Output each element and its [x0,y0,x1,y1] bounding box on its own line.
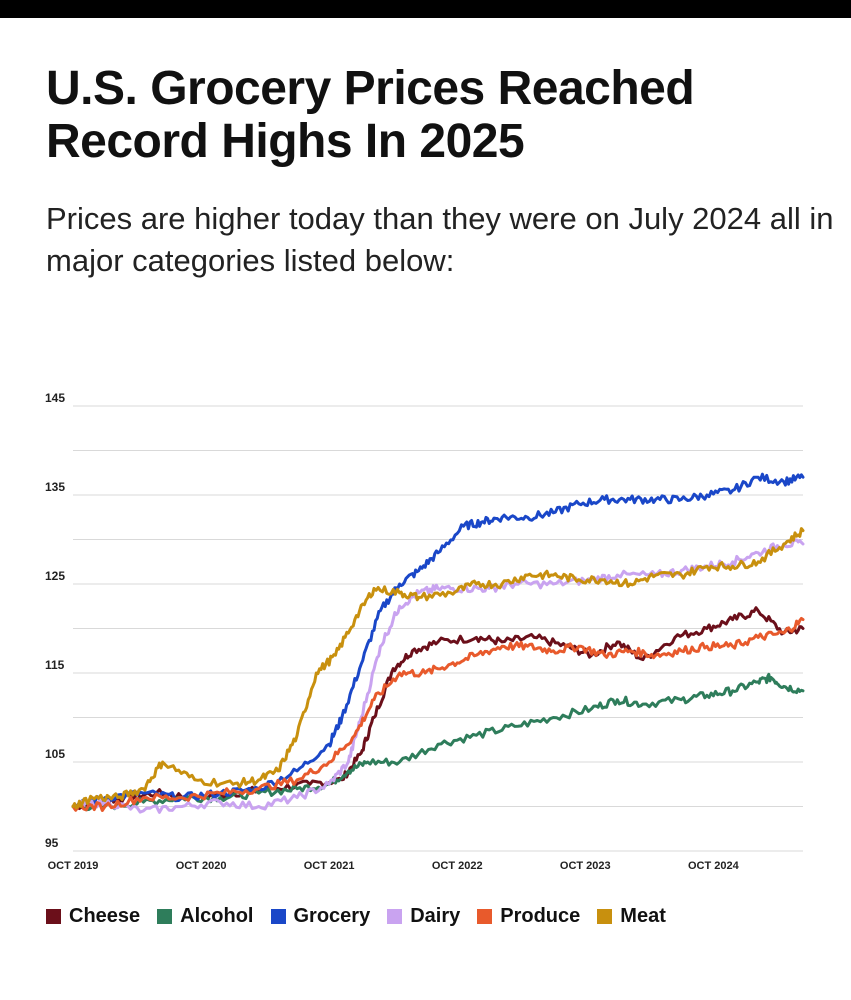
y-tick-label: 95 [45,836,59,850]
series-lines [71,472,805,814]
legend-item-alcohol: Alcohol [157,905,254,928]
legend-swatch [477,909,493,924]
legend-label: Cheese [69,905,141,927]
legend-item-produce: Produce [477,905,580,928]
legend-item-grocery: Grocery [270,905,371,928]
top-black-bar [0,0,851,18]
gridlines [73,405,803,852]
x-tick-label: OCT 2020 [176,860,227,872]
legend-item-dairy: Dairy [387,905,460,928]
legend-swatch [270,909,286,924]
legend-swatch [46,909,61,924]
legend-item-cheese: Cheese [46,905,140,928]
y-axis-ticks: 95 105 115 125 135 145 [45,391,65,850]
x-tick-label: OCT 2023 [560,860,611,872]
x-tick-label: OCT 2022 [432,860,483,872]
x-tick-label: OCT 2021 [304,860,355,872]
y-tick-label: 105 [45,747,65,761]
legend-label: Produce [500,905,581,927]
legend-label: Alcohol [180,905,254,927]
series-line-meat [71,527,805,810]
legend-label: Grocery [293,905,371,927]
x-tick-label: OCT 2019 [48,860,99,872]
y-tick-label: 135 [45,480,65,494]
y-tick-label: 145 [45,391,65,405]
legend-label: Dairy [410,905,461,927]
series-line-alcohol [71,672,805,812]
x-tick-label: OCT 2024 [688,860,740,872]
chart-title: U.S. Grocery Prices Reached Record Highs… [46,62,695,168]
series-line-produce [71,616,805,812]
legend-swatch [157,909,173,924]
chart-subtitle: Prices are higher today than they were o… [46,201,834,278]
y-tick-label: 125 [45,569,65,583]
y-tick-label: 115 [45,658,65,672]
legend-swatch [387,909,403,924]
legend-item-meat: Meat [597,905,666,928]
legend: Cheese Alcohol Grocery Dairy Produce Mea… [46,905,683,928]
x-axis-ticks: OCT 2019 OCT 2020 OCT 2021 OCT 2022 OCT 2023… [48,860,740,872]
series-line-cheese [71,606,805,810]
legend-swatch [597,909,613,924]
legend-label: Meat [620,905,666,927]
